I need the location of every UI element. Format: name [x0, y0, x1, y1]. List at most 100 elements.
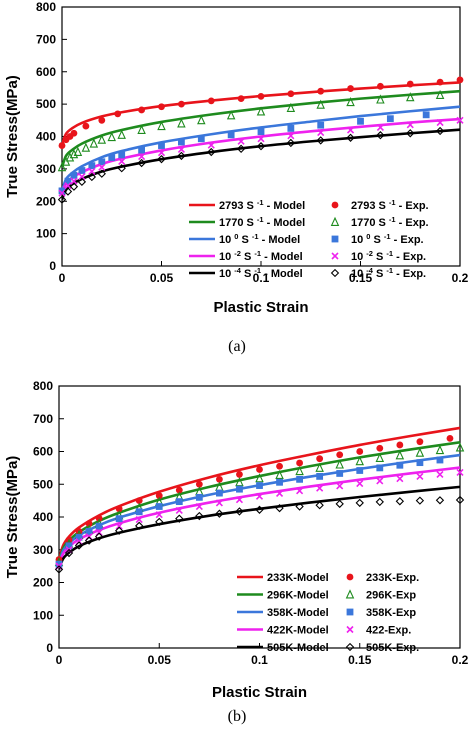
data-point	[375, 497, 384, 507]
data-point	[215, 499, 223, 507]
data-point	[118, 157, 126, 165]
data-point	[85, 528, 93, 535]
data-point	[197, 135, 205, 143]
data-point	[138, 146, 145, 154]
chart-panel-b: 0 0.05 0.1 0.15 0.2 0 100 200 300 400 500 600 700 800…	[0, 378, 474, 718]
data-point	[396, 475, 404, 483]
legend-label-model: 1770 S -1 - Model	[219, 215, 305, 230]
data-point	[88, 167, 96, 176]
data-point	[376, 94, 385, 104]
data-point	[295, 465, 304, 476]
data-point	[336, 482, 344, 490]
data-point	[227, 131, 235, 139]
data-point	[256, 142, 266, 151]
y-tick-label: 100	[33, 608, 53, 622]
data-point	[287, 90, 295, 98]
data-point	[257, 92, 265, 100]
data-point	[63, 187, 73, 196]
data-point	[317, 129, 325, 137]
data-point	[215, 509, 224, 518]
data-point	[315, 501, 324, 510]
data-point	[195, 480, 203, 488]
data-point	[336, 451, 344, 459]
data-point	[97, 169, 106, 178]
data-point	[347, 85, 354, 92]
y-tick-label: 700	[33, 412, 53, 426]
data-point	[175, 486, 183, 494]
data-point	[356, 448, 364, 455]
x-tick-label: 0.15	[349, 271, 373, 285]
series-line-model-5	[62, 128, 460, 201]
data-point	[296, 459, 303, 467]
data-point	[236, 144, 246, 153]
data-point	[376, 123, 384, 132]
y-tick-label: 600	[36, 65, 56, 79]
legend-swatch-exp	[330, 268, 340, 278]
data-point	[317, 87, 325, 95]
data-point	[87, 172, 97, 182]
legend-swatch-exp	[330, 216, 340, 226]
legend-label-exp: 233K-Exp.	[366, 572, 419, 584]
data-point	[435, 89, 445, 100]
data-point	[64, 548, 74, 558]
data-point	[436, 470, 444, 478]
legend-label-model: 233K-Model	[267, 572, 329, 584]
series-markers-exp-4	[58, 116, 464, 197]
data-point	[286, 102, 296, 112]
data-point	[64, 182, 72, 190]
data-point	[316, 484, 324, 492]
data-point	[455, 495, 465, 505]
data-point	[175, 498, 183, 506]
data-point	[82, 122, 90, 130]
data-point	[356, 480, 364, 488]
data-point	[85, 520, 93, 527]
legend-swatch-exp	[331, 201, 339, 209]
legend-label-exp: 505K-Exp.	[366, 642, 419, 654]
y-tick-label: 500	[36, 97, 56, 111]
data-point	[296, 475, 303, 483]
data-point	[178, 138, 185, 146]
legend-swatch-exp	[331, 252, 339, 260]
data-point	[416, 472, 424, 480]
series-line-model-5	[59, 485, 460, 570]
data-point	[275, 503, 284, 513]
data-point	[406, 121, 414, 129]
data-point	[355, 498, 364, 508]
data-point	[346, 133, 355, 142]
data-point	[95, 522, 103, 530]
chart-panel-a: 0 0.05 0.1 0.15 0.2 0 100 200 300 400 500 600 700 800…	[0, 0, 474, 320]
data-point	[177, 118, 186, 128]
data-point	[386, 115, 394, 123]
data-point	[88, 162, 96, 170]
series-markers-exp-1	[58, 76, 464, 149]
data-point	[335, 499, 344, 509]
data-point	[135, 516, 143, 524]
x-tick-label: 0.15	[348, 653, 372, 667]
data-point	[58, 187, 66, 195]
legend-label-model: 10 -2 S -1 - Model	[219, 249, 303, 264]
data-point	[65, 542, 73, 550]
x-tick-label: 0.2	[452, 653, 469, 667]
data-point	[275, 489, 284, 497]
data-point	[257, 135, 265, 143]
data-point	[377, 82, 384, 90]
data-point	[98, 158, 106, 166]
data-point	[175, 506, 183, 515]
data-point	[114, 110, 122, 118]
data-point	[155, 492, 163, 500]
data-point	[89, 138, 99, 148]
data-point	[155, 503, 163, 510]
legend-label-model: 2793 S -1 - Model	[219, 198, 305, 213]
data-point	[296, 487, 304, 495]
data-point	[138, 153, 146, 161]
legend-label-exp: 10 -4 S -1 - Exp.	[351, 266, 426, 281]
legend: 233K-Model 296K-Model 358K-Model 422K-Model…	[237, 572, 419, 654]
data-point	[346, 96, 355, 107]
series-markers-exp-1	[55, 435, 454, 563]
y-axis-label: True Stress(MPa)	[4, 75, 21, 198]
data-point	[256, 482, 263, 489]
data-point	[54, 565, 64, 574]
y-tick-label: 0	[46, 641, 53, 655]
data-point	[70, 171, 78, 179]
data-point	[287, 132, 295, 140]
